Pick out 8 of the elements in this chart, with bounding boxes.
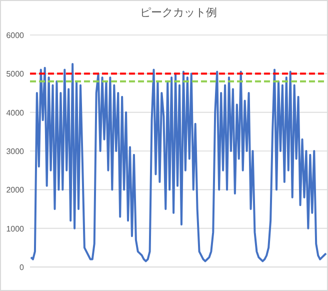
y-tick-label: 4000	[6, 108, 25, 118]
y-tick-label: 3000	[6, 147, 25, 156]
y-tick-label: 2000	[6, 186, 25, 195]
y-tick-label: 6000	[6, 31, 25, 40]
y-tick-label: 1000	[6, 224, 25, 234]
y-tick-label: 0	[20, 263, 25, 272]
chart-title: ピークカット例	[140, 7, 217, 19]
y-tick-label: 5000	[6, 70, 25, 79]
